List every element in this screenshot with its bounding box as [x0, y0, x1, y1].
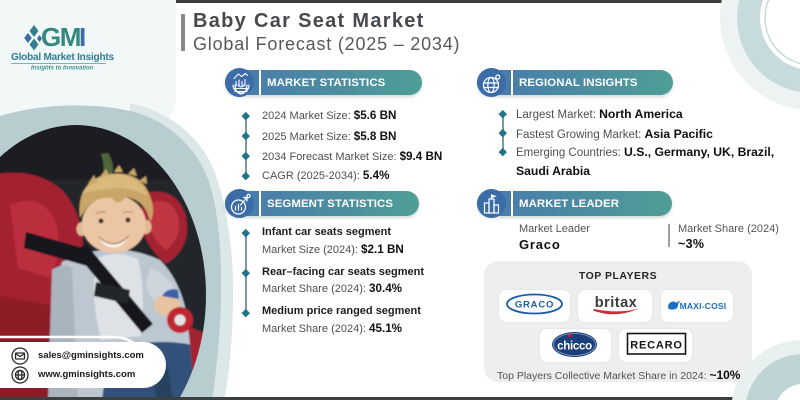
svg-text:Global Market Insights: Global Market Insights — [11, 52, 114, 63]
svg-text:I: I — [79, 22, 86, 52]
svg-text:MAXI-COSI: MAXI-COSI — [680, 301, 727, 311]
svg-text:chicco: chicco — [557, 341, 592, 353]
svg-text:GRACO: GRACO — [515, 300, 554, 311]
svg-text:RECARO: RECARO — [630, 340, 682, 352]
svg-text:britax: britax — [595, 295, 638, 311]
svg-text:Insights to Innovation: Insights to Innovation — [31, 66, 94, 72]
svg-text:GM: GM — [41, 22, 80, 52]
